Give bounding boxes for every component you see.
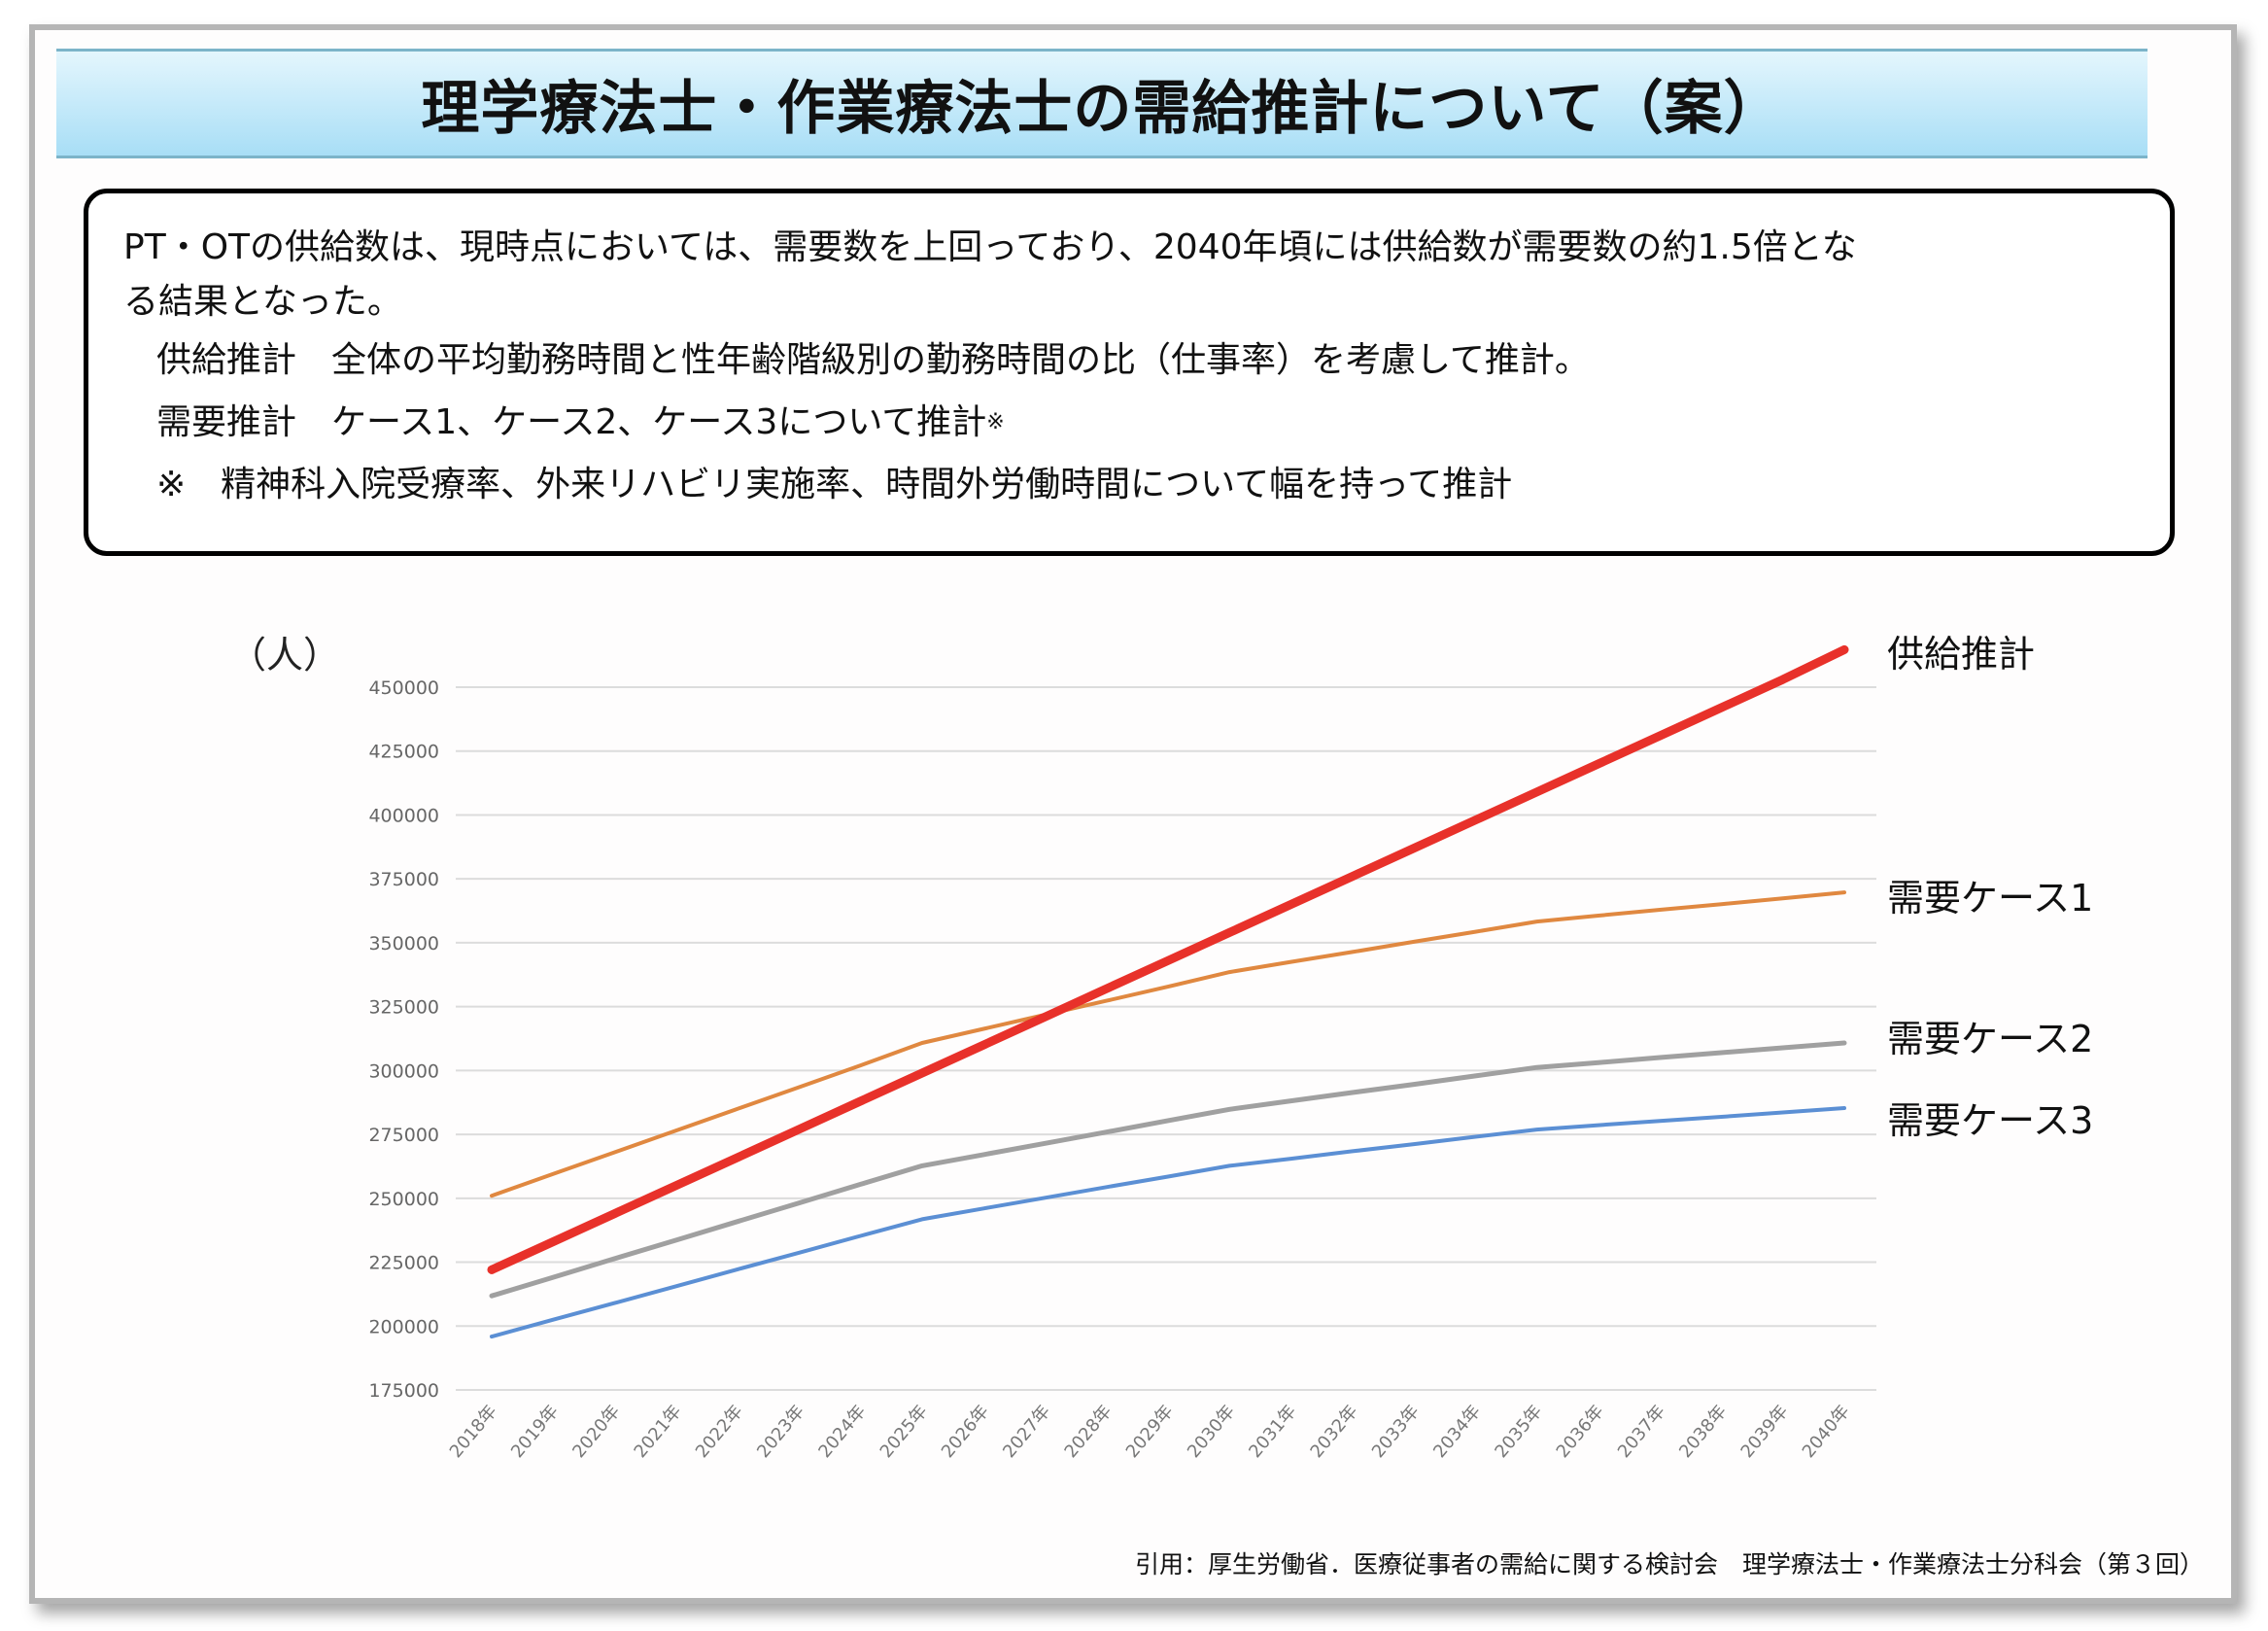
x-tick-label: 2026年 [938,1402,993,1462]
y-tick-label: 250000 [368,1189,439,1210]
y-tick-label: 400000 [368,805,439,826]
x-tick-label: 2023年 [753,1402,808,1462]
y-tick-label: 450000 [368,677,439,699]
x-tick-label: 2031年 [1245,1402,1300,1462]
series-line-2 [490,890,1846,1198]
note-mark: ※ [156,465,187,504]
y-tick-label: 375000 [368,869,439,890]
series-label-4: 需要ケース3 [1887,1099,2093,1142]
page-title: 理学療法士・作業療法士の需給推計について（案） [421,75,1783,143]
x-tick-label: 2037年 [1614,1402,1669,1462]
supply-estimate-row: 供給推計 全体の平均勤務時間と性年齢階級別の勤務時間の比（仕事率）を考慮して推計。 [123,330,2137,392]
series-line-4 [490,1106,1846,1339]
y-tick-label: 325000 [368,997,439,1019]
x-tick-label: 2035年 [1491,1402,1546,1462]
x-tick-label: 2032年 [1307,1402,1362,1462]
x-tick-label: 2028年 [1060,1402,1116,1462]
series-line-3 [489,1040,1847,1299]
x-tick-label: 2018年 [446,1402,501,1462]
x-tick-label: 2021年 [631,1402,686,1462]
summary-box: PT・OTの供給数は、現時点においては、需要数を上回っており、2040年頃には供… [84,189,2175,556]
x-tick-label: 2036年 [1553,1402,1608,1462]
x-tick-label: 2030年 [1184,1402,1239,1462]
supply-estimate-label: 供給推計 [156,340,297,380]
y-tick-label: 350000 [368,933,439,954]
demand-estimate-row: 需要推計 ケース1、ケース2、ケース3について推計※ [123,392,2137,454]
note-row: ※ 精神科入院受療率、外来リハビリ実施率、時間外労働時間について幅を持って推計 [123,454,2137,516]
x-tick-label: 2029年 [1122,1402,1178,1462]
summary-line-2: る結果となった。 [123,282,402,322]
x-tick-label: 2019年 [507,1402,563,1462]
series-label-2: 需要ケース1 [1887,877,2093,920]
series-label-3: 需要ケース2 [1887,1018,2093,1060]
source-citation: 引用：厚生労働省．医療従事者の需給に関する検討会 理学療法士・作業療法士分科会（… [1134,1550,2204,1579]
x-tick-label: 2040年 [1799,1402,1854,1462]
x-tick-label: 2039年 [1736,1402,1792,1462]
series-label-1: 供給推計 [1887,633,2035,676]
title-banner: 理学療法士・作業療法士の需給推計について（案） [56,49,2148,158]
x-tick-label: 2034年 [1429,1402,1485,1462]
note-text: 精神科入院受療率、外来リハビリ実施率、時間外労働時間について幅を持って推計 [221,465,1513,504]
y-axis-unit-label: （人） [229,634,340,677]
y-tick-label: 425000 [368,742,439,763]
demand-estimate-label: 需要推計 [156,402,297,442]
x-tick-label: 2020年 [568,1402,624,1462]
demand-estimate-text: ケース1、ケース2、ケース3について推計 [331,402,987,442]
y-tick-label: 200000 [368,1316,439,1337]
x-tick-label: 2022年 [692,1402,747,1462]
y-tick-label: 300000 [368,1060,439,1082]
x-tick-label: 2033年 [1368,1402,1424,1462]
footnote-mark: ※ [986,410,1005,434]
y-tick-label: 225000 [368,1253,439,1274]
y-tick-label: 175000 [368,1380,439,1402]
x-tick-label: 2025年 [876,1402,932,1462]
x-tick-label: 2024年 [814,1402,870,1462]
y-tick-label: 275000 [368,1125,439,1146]
x-tick-label: 2027年 [999,1402,1054,1462]
supply-estimate-text: 全体の平均勤務時間と性年齢階級別の勤務時間の比（仕事率）を考慮して推計。 [331,340,1590,380]
summary-line-1: PT・OTの供給数は、現時点においては、需要数を上回っており、2040年頃には供… [123,227,1857,267]
x-tick-label: 2038年 [1675,1402,1731,1462]
